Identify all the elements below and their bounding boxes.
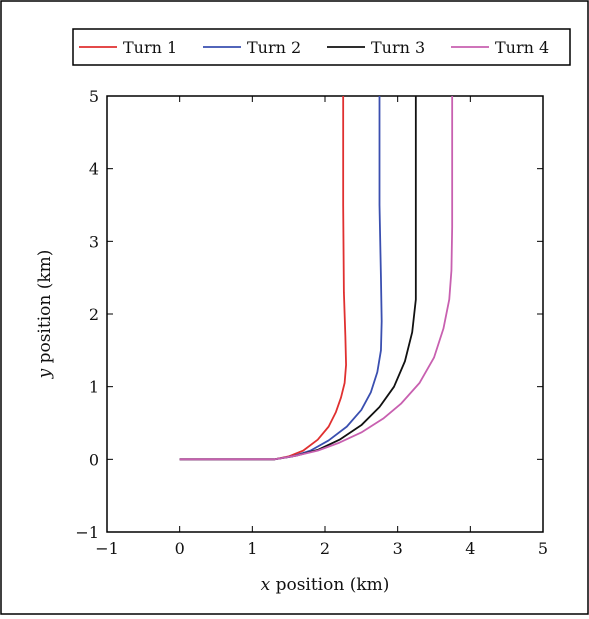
legend-label-turn-3: Turn 3 <box>371 38 425 57</box>
legend: Turn 1 Turn 2 Turn 3 Turn 4 <box>72 28 571 66</box>
y-tick-label: 1 <box>89 378 99 397</box>
x-tick-label: 1 <box>247 539 257 558</box>
plot-area: −1 0 1 2 3 4 5 −1 0 1 2 3 4 5 <box>75 87 548 558</box>
series-line-turn-4 <box>179 96 454 461</box>
legend-label-turn-4: Turn 4 <box>495 38 549 57</box>
legend-label-turn-2: Turn 2 <box>247 38 301 57</box>
y-axis-label: y position (km) <box>35 250 55 380</box>
x-tick-label: −1 <box>95 539 119 558</box>
legend-label-turn-1: Turn 1 <box>123 38 177 57</box>
y-tick-label: 3 <box>89 232 99 251</box>
x-axis-label: x position (km) <box>261 575 390 595</box>
y-tick-label: −1 <box>75 523 99 542</box>
y-tick-label: 0 <box>89 450 99 469</box>
x-tick-label: 2 <box>320 539 330 558</box>
series-line-turn-1 <box>179 96 347 461</box>
y-axis-label-text: position (km) <box>35 250 55 369</box>
y-tick-label: 2 <box>89 305 99 324</box>
x-tick-label: 5 <box>538 539 548 558</box>
y-tick-label: 5 <box>89 87 99 106</box>
x-axis-label-text: position (km) <box>270 575 389 595</box>
x-tick-label: 0 <box>175 539 185 558</box>
x-axis-label-var: x <box>261 575 271 595</box>
y-tick-label: 4 <box>89 160 99 179</box>
x-tick-label: 3 <box>393 539 403 558</box>
series-lines <box>179 96 454 461</box>
x-tick-label: 4 <box>465 539 475 558</box>
ticks: −1 0 1 2 3 4 5 −1 0 1 2 3 4 5 <box>75 87 548 558</box>
y-axis-label-var: y <box>35 368 55 379</box>
